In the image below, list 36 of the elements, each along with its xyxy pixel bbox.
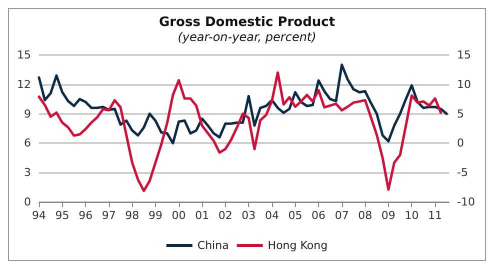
- line-series: [38, 64, 448, 144]
- y2-tick-label: -10: [457, 196, 475, 208]
- x-tick-label: 98: [125, 209, 140, 222]
- x-tick-label: 02: [218, 209, 232, 222]
- x-tick-label: 09: [381, 209, 396, 222]
- y2-tick-label: 10: [457, 78, 471, 91]
- x-tick-label: 08: [358, 209, 372, 222]
- x-tick-label: 05: [288, 209, 302, 222]
- y-tick-label: 6: [24, 136, 31, 150]
- y2-tick-label: -5: [457, 166, 468, 180]
- y-tick-label: 0: [24, 196, 31, 208]
- x-tick-label: 01: [195, 209, 210, 222]
- x-tick-label: 04: [264, 209, 279, 222]
- x-tick-label: 10: [404, 209, 419, 222]
- x-tick-label: 97: [102, 209, 116, 222]
- y-tick-label: 15: [17, 48, 31, 62]
- x-tick-label: 96: [78, 209, 93, 222]
- legend-label: Hong Kong: [268, 239, 328, 252]
- y-tick-label: 3: [24, 166, 31, 180]
- y-tick-label: 12: [17, 78, 31, 91]
- y2-tick-label: 0: [457, 136, 464, 150]
- x-tick-label: 95: [55, 209, 70, 222]
- x-tick-label: 94: [32, 209, 46, 222]
- x-tick-label: 06: [312, 209, 326, 222]
- chart-subtitle: (year-on-year, percent): [178, 30, 316, 44]
- legend-label: China: [197, 239, 229, 252]
- y-tick-label: 9: [24, 107, 31, 120]
- line-series: [38, 71, 442, 192]
- x-tick-label: 07: [334, 209, 349, 222]
- x-tick-label: 11: [428, 209, 442, 222]
- x-tick-label: 99: [148, 209, 162, 222]
- y2-tick-label: 15: [457, 48, 471, 62]
- x-tick-label: 03: [242, 209, 256, 222]
- x-tick-label: 00: [172, 209, 186, 222]
- chart-title: Gross Domestic Product: [158, 15, 336, 30]
- y2-tick-label: 5: [457, 107, 464, 120]
